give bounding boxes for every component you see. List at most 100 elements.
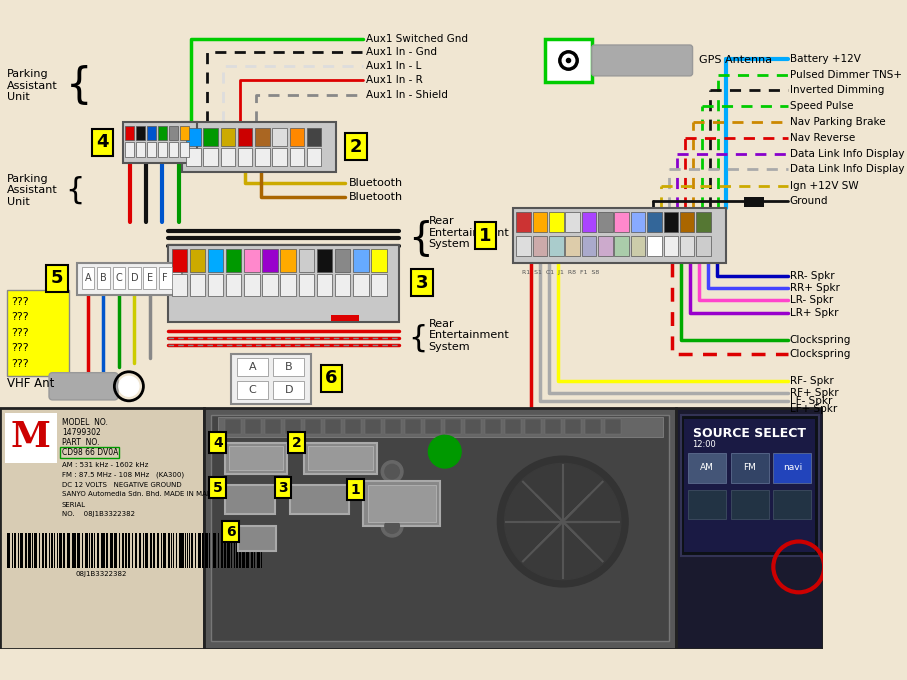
Bar [189, 533, 190, 568]
Bar [5, 413, 57, 462]
Text: ???: ??? [11, 297, 28, 307]
Bar [335, 274, 350, 296]
FancyBboxPatch shape [49, 373, 118, 400]
Text: 1: 1 [351, 483, 361, 497]
Text: 2: 2 [349, 137, 362, 156]
Bar [142, 533, 144, 568]
Bar [273, 381, 304, 399]
Bar [305, 419, 321, 435]
Bar [220, 533, 223, 568]
Bar [147, 142, 156, 156]
Bar [145, 533, 148, 568]
Text: Data Link Info Display: Data Link Info Display [790, 165, 904, 174]
Text: Aux1 In - Shield: Aux1 In - Shield [366, 90, 448, 100]
Text: SERIAL: SERIAL [62, 503, 86, 508]
Bar [512, 208, 727, 263]
Bar [220, 128, 235, 146]
Text: Speed Pulse: Speed Pulse [790, 101, 853, 111]
Bar [139, 533, 141, 568]
Bar [39, 533, 40, 568]
Text: {: { [65, 175, 84, 205]
Bar [745, 197, 765, 207]
Bar [697, 235, 711, 256]
Bar [648, 235, 662, 256]
Text: {: { [65, 65, 92, 107]
Bar [255, 148, 269, 166]
Text: Nav Reverse: Nav Reverse [790, 133, 855, 143]
Bar [0, 31, 824, 408]
Text: RF- Spkr: RF- Spkr [790, 376, 834, 386]
Text: PART  NO.: PART NO. [62, 438, 99, 447]
Bar [685, 419, 815, 552]
Text: A: A [249, 362, 256, 372]
Bar [254, 533, 255, 568]
Bar [229, 446, 283, 470]
Bar [237, 358, 268, 376]
Text: SOURCE SELECT: SOURCE SELECT [693, 427, 806, 440]
Text: Parking
Assistant
Unit: Parking Assistant Unit [7, 173, 58, 207]
Text: LF- Spkr: LF- Spkr [790, 396, 832, 406]
Bar [143, 267, 156, 289]
Bar [203, 148, 218, 166]
Text: D: D [131, 273, 138, 284]
Bar [112, 267, 125, 289]
Bar [218, 533, 219, 568]
Bar [257, 533, 259, 568]
Bar [688, 490, 727, 519]
Bar [209, 533, 210, 568]
Bar [161, 533, 162, 568]
Text: Rear
Entertainment
System: Rear Entertainment System [428, 319, 509, 352]
Bar [664, 235, 678, 256]
Bar [20, 533, 23, 568]
Bar [114, 533, 117, 568]
Bar [77, 263, 181, 294]
Bar [82, 267, 94, 289]
Bar [230, 533, 232, 568]
Text: B: B [285, 362, 292, 372]
Bar [74, 533, 76, 568]
Bar [731, 454, 769, 483]
Bar [317, 250, 332, 272]
Bar [242, 533, 245, 568]
Bar [186, 128, 200, 146]
Bar [91, 533, 93, 568]
Text: ???: ??? [11, 312, 28, 322]
Bar [190, 533, 191, 568]
Text: C: C [249, 385, 256, 395]
Text: Clockspring: Clockspring [790, 335, 851, 345]
Bar [163, 533, 166, 568]
Text: R1  S1  C1  J1  R8  F1  S8: R1 S1 C1 J1 R8 F1 S8 [522, 270, 600, 275]
Text: E: E [147, 273, 152, 284]
Circle shape [381, 461, 403, 483]
Bar [135, 533, 137, 568]
Bar [63, 533, 65, 568]
Text: 08J1B3322382: 08J1B3322382 [76, 571, 127, 577]
Bar [615, 212, 629, 232]
Bar [59, 533, 62, 568]
Text: Ground: Ground [790, 196, 828, 206]
Bar [122, 533, 124, 568]
Bar [484, 419, 501, 435]
Text: Bluetooth: Bluetooth [348, 192, 403, 201]
Text: C: C [115, 273, 122, 284]
Bar [171, 250, 187, 272]
Bar [49, 533, 50, 568]
Bar [12, 533, 13, 568]
Bar [158, 126, 167, 140]
Bar [307, 128, 321, 146]
Bar [385, 419, 401, 435]
Text: 4: 4 [96, 133, 109, 151]
Bar [14, 533, 16, 568]
Text: Battery +12V: Battery +12V [790, 54, 861, 64]
Text: NO.    08J1B3322382: NO. 08J1B3322382 [62, 511, 135, 517]
Text: Nav Parking Brake: Nav Parking Brake [790, 117, 885, 127]
Bar [169, 142, 178, 156]
Bar [238, 128, 252, 146]
Text: AM: AM [700, 464, 714, 473]
Bar [664, 212, 678, 232]
Bar [7, 290, 69, 376]
Bar [680, 235, 695, 256]
Bar [97, 267, 110, 289]
Bar [631, 212, 646, 232]
Bar [157, 533, 159, 568]
